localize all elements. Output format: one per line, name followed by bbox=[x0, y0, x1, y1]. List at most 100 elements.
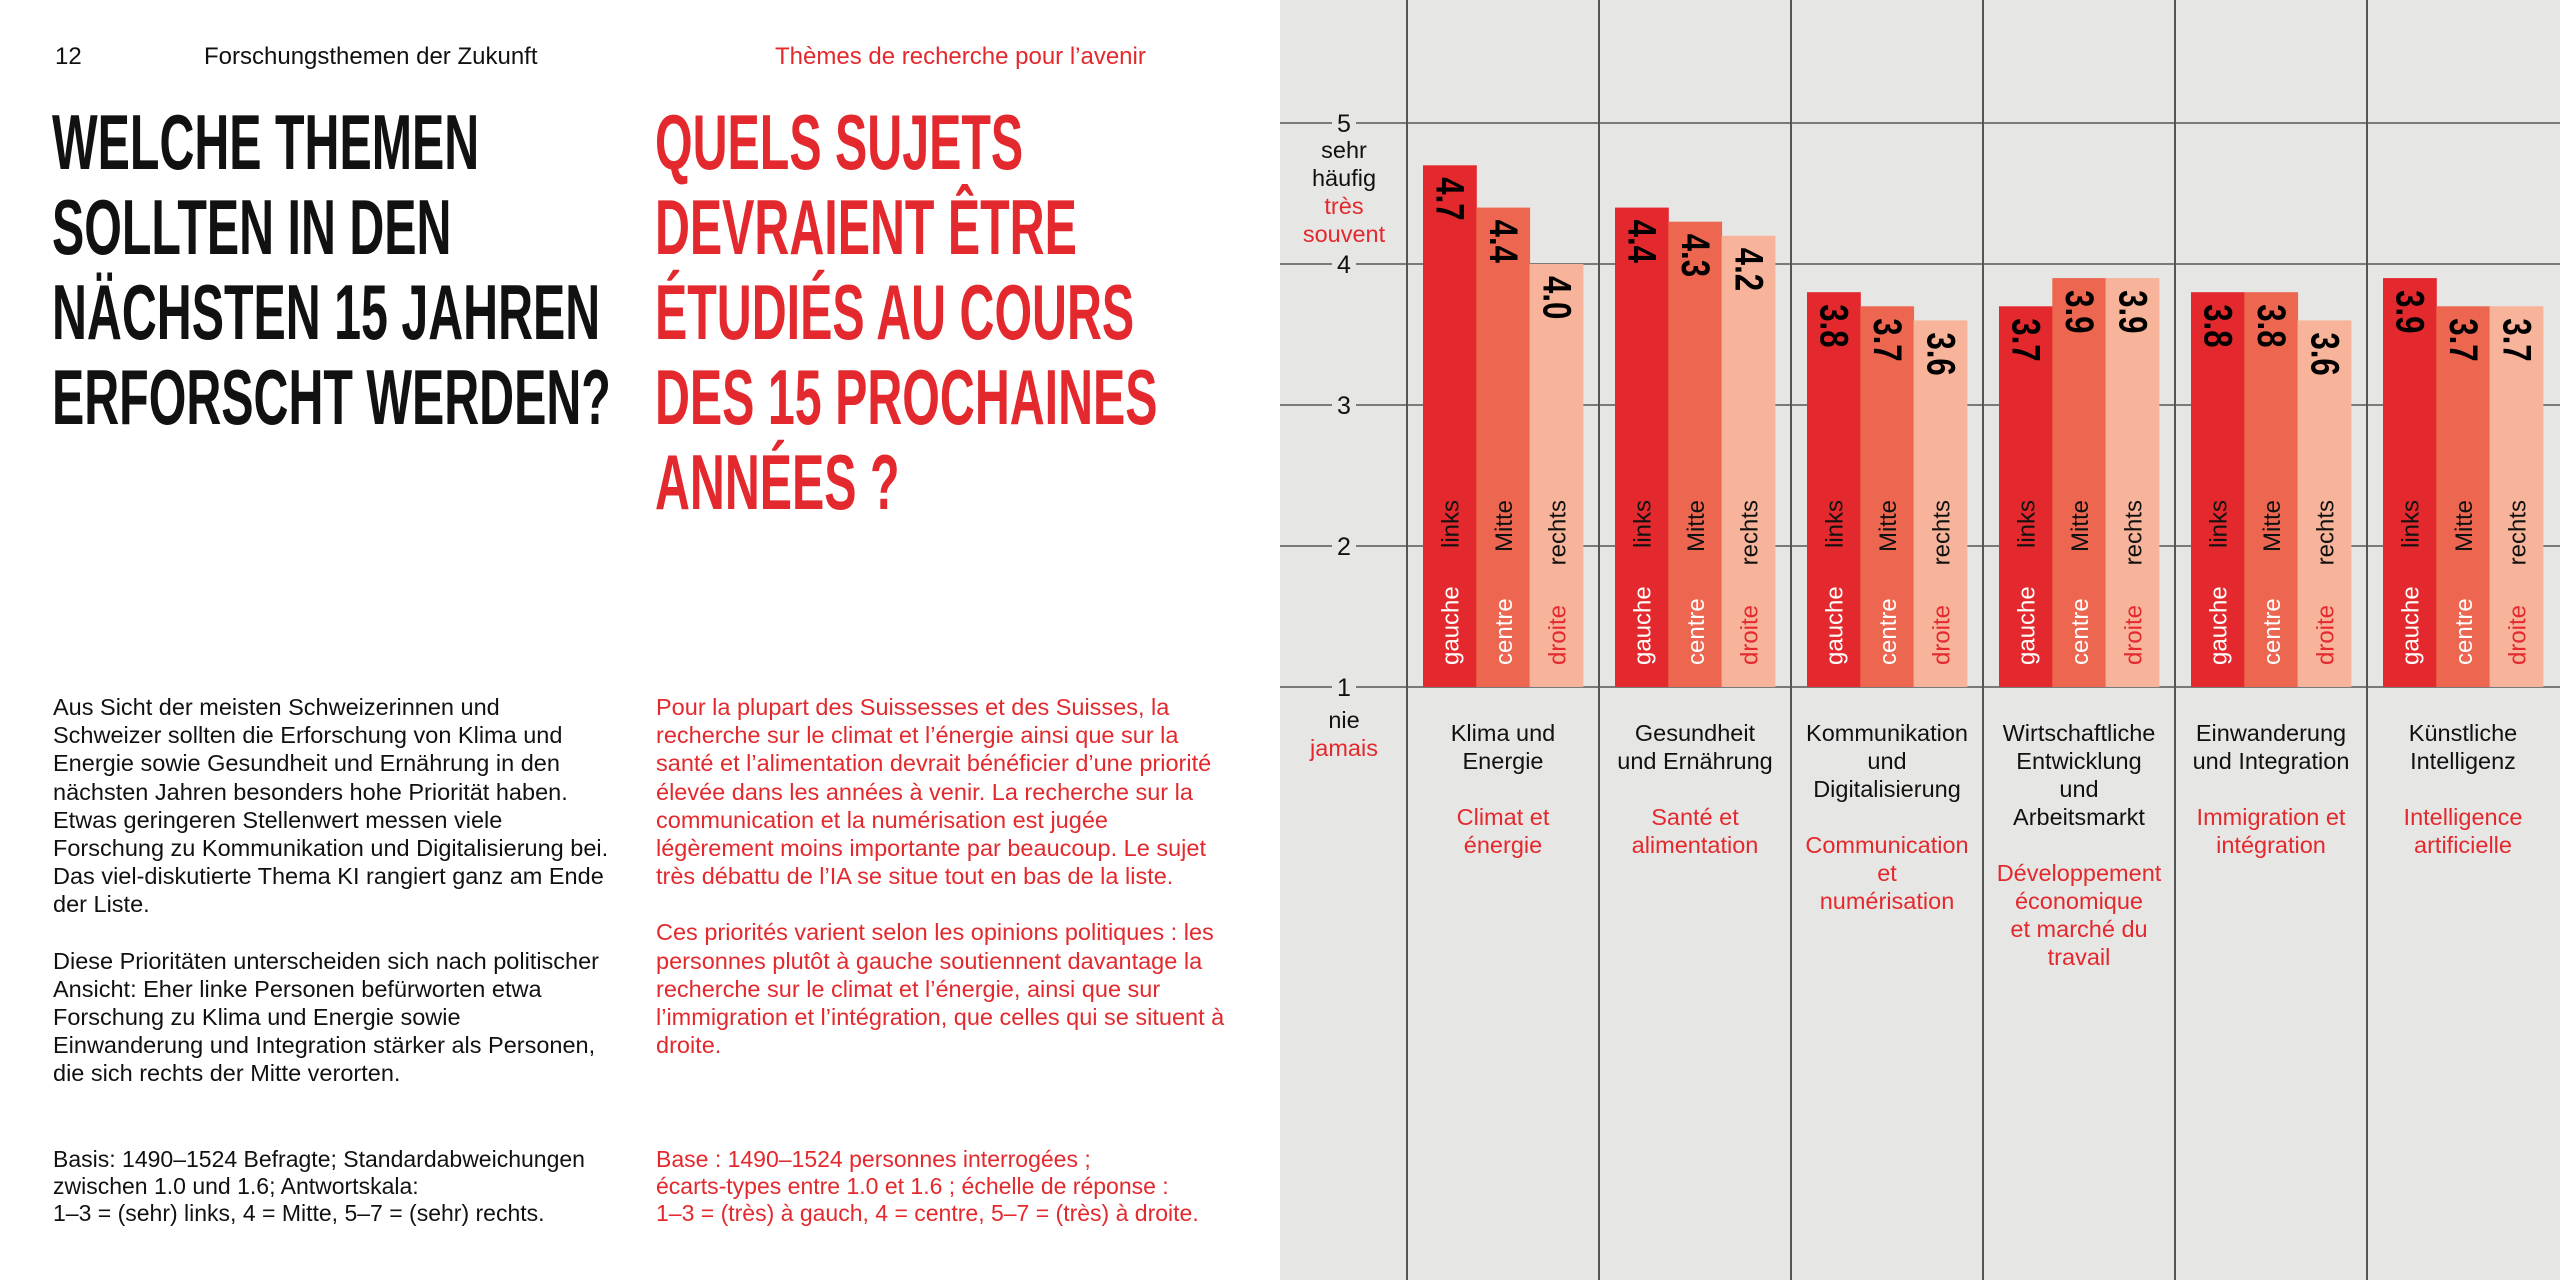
category-label-de-line: Klima und bbox=[1450, 720, 1556, 746]
bar-links bbox=[2191, 292, 2245, 687]
value-label: 4.2 bbox=[1726, 248, 1771, 291]
value-label: 3.6 bbox=[1918, 332, 1963, 375]
section-title-de: Forschungsthemen der Zukunft bbox=[204, 43, 538, 70]
value-label: 3.8 bbox=[2249, 304, 2294, 347]
category-label-fr-line: Santé et bbox=[1651, 804, 1739, 830]
y-tick-label: 1 bbox=[1337, 674, 1351, 702]
series-label-fr: droite bbox=[2312, 605, 2339, 665]
value-label: 4.4 bbox=[1620, 220, 1665, 263]
bar-rechts bbox=[1913, 320, 1968, 687]
category-label-de: Gesundheit und Ernährung bbox=[1602, 719, 1788, 775]
y-top-label-fr-2: souvent bbox=[1302, 221, 1386, 247]
headline-de-line: NÄCHSTEN 15 JAHREN bbox=[52, 268, 601, 356]
series-label-de: links bbox=[2014, 500, 2041, 548]
headline-de-line: ERFORSCHT WERDEN? bbox=[52, 353, 611, 441]
category-label-de: Wirtschaftliche Entwicklung und Arbeitsmark… bbox=[1986, 719, 2172, 831]
category-label-de-line: Kommunikation bbox=[1806, 720, 1968, 746]
headline-fr: QUELS SUJETS DEVRAIENT ÊTRE ÉTUDIÉS AU COU… bbox=[655, 100, 1158, 525]
series-label-de: rechts bbox=[2312, 500, 2339, 565]
category-label-de-line: Einwanderung bbox=[2195, 720, 2347, 746]
series-label-fr: gauche bbox=[1630, 586, 1657, 665]
category-label-fr-line: et marché du bbox=[2010, 916, 2148, 942]
category-label-de-line: und bbox=[1867, 748, 1907, 774]
category-label-de-line: Entwicklung bbox=[2016, 748, 2142, 774]
y-top-label-de-2: häufig bbox=[1311, 165, 1377, 191]
category-label-fr-line: numérisation bbox=[1819, 888, 1955, 914]
series-label-de: links bbox=[1630, 500, 1657, 548]
footnote-fr-line: 1–3 = (très) à gauch, 4 = centre, 5–7 = … bbox=[656, 1200, 1199, 1226]
series-label-fr: centre bbox=[1875, 598, 1902, 665]
series-label-fr: droite bbox=[1544, 605, 1571, 665]
series-label-fr: gauche bbox=[1438, 586, 1465, 665]
value-label: 3.8 bbox=[2196, 304, 2241, 347]
headline-de: WELCHE THEMEN SOLLTEN IN DEN NÄCHSTEN 15 J… bbox=[52, 100, 611, 440]
bar-rechts bbox=[2489, 306, 2544, 687]
series-label-de: Mitte bbox=[2451, 500, 2478, 552]
footnote-fr-line: Base : 1490–1524 personnes interrogées ; bbox=[656, 1146, 1091, 1172]
series-label-fr: droite bbox=[1736, 605, 1763, 665]
value-label: 3.8 bbox=[1812, 304, 1857, 347]
y-bottom-label: nie jamais bbox=[1280, 706, 1408, 762]
body-paragraph-de-2: Diese Prioritäten unterscheiden sich nac… bbox=[53, 947, 600, 1087]
category-label-fr-line: alimentation bbox=[1631, 832, 1759, 858]
series-label-fr: gauche bbox=[2014, 586, 2041, 665]
chart-panel: 1 2 3 4 5 4.7 links gauche 4.4 links gauche 3.8 link… bbox=[1280, 0, 2560, 1280]
footnote-fr: Base : 1490–1524 personnes interrogées ;… bbox=[656, 1146, 1256, 1227]
value-label: 3.7 bbox=[1865, 318, 1910, 361]
series-label-de: rechts bbox=[1928, 500, 1955, 565]
value-label: 3.7 bbox=[2441, 318, 2486, 361]
bar-links bbox=[1999, 306, 2053, 687]
category-label-de-line: Energie bbox=[1462, 748, 1544, 774]
series-label-fr: gauche bbox=[2398, 586, 2425, 665]
bar-mitte bbox=[1668, 221, 1723, 687]
y-tick-label: 5 bbox=[1337, 110, 1351, 138]
series-label-de: Mitte bbox=[2259, 500, 2286, 552]
y-top-label: sehr häufig très souvent bbox=[1280, 136, 1408, 248]
headline-fr-line: ANNÉES ? bbox=[655, 438, 900, 526]
value-label: 4.0 bbox=[1534, 276, 1579, 319]
category-label-fr-line: économique bbox=[2014, 888, 2144, 914]
category-label-de-line: Künstliche bbox=[2408, 720, 2518, 746]
bar-mitte bbox=[2052, 278, 2107, 687]
bar-links bbox=[2383, 278, 2437, 687]
category-label: Einwanderung und Integration Immigration e… bbox=[2178, 719, 2364, 859]
category-label-fr-line: intégration bbox=[2216, 832, 2326, 858]
y-bottom-label-de: nie bbox=[1328, 707, 1360, 733]
y-top-label-fr-1: très bbox=[1324, 193, 1364, 219]
category-label-fr-line: Communication bbox=[1805, 832, 1969, 858]
value-label: 4.7 bbox=[1428, 177, 1473, 220]
category-label-fr-line: Intelligence bbox=[2403, 804, 2523, 830]
body-paragraph-fr-2: Ces priorités varient selon les opinions… bbox=[656, 919, 1225, 1059]
body-paragraph-fr-1: Pour la plupart des Suissesses et des Su… bbox=[656, 694, 1212, 890]
category-label: Klima und Energie Climat et énergie bbox=[1410, 719, 1596, 859]
bar-mitte bbox=[2436, 306, 2491, 687]
series-label-de: links bbox=[2206, 500, 2233, 548]
footnote-de-line: 1–3 = (sehr) links, 4 = Mitte, 5–7 = (se… bbox=[53, 1200, 545, 1226]
category-label-fr: Santé et alimentation bbox=[1602, 803, 1788, 859]
bar-mitte bbox=[1476, 207, 1531, 687]
category-label-de-line: und Ernährung bbox=[1617, 748, 1773, 774]
series-label-de: Mitte bbox=[2067, 500, 2094, 552]
body-text-fr: Pour la plupart des Suissesses et des Su… bbox=[656, 693, 1231, 1087]
series-label-de: rechts bbox=[2120, 500, 2147, 565]
category-label-fr-line: Immigration et bbox=[2196, 804, 2346, 830]
category-label-de-line: und Integration bbox=[2192, 748, 2350, 774]
value-label: 3.9 bbox=[2110, 290, 2155, 333]
category-label-de-line: und bbox=[2059, 776, 2099, 802]
y-tick-label: 4 bbox=[1337, 251, 1351, 279]
headline-de-line: WELCHE THEMEN bbox=[52, 98, 480, 186]
headline-fr-line: DES 15 PROCHAINES bbox=[655, 353, 1158, 441]
bar-links bbox=[1423, 165, 1477, 688]
bar-links bbox=[1807, 292, 1861, 687]
category-label-fr: Communication et numérisation bbox=[1794, 831, 1980, 915]
category-label-fr: Climat et énergie bbox=[1410, 803, 1596, 859]
category-label-fr-line: énergie bbox=[1463, 832, 1543, 858]
value-label: 3.9 bbox=[2388, 290, 2433, 333]
category-label: Gesundheit und Ernährung Santé et alimentat… bbox=[1602, 719, 1788, 859]
series-label-de: rechts bbox=[1544, 500, 1571, 565]
category-label-de-line: Wirtschaftliche bbox=[2002, 720, 2156, 746]
value-label: 4.4 bbox=[1481, 220, 1526, 263]
series-label-fr: gauche bbox=[2206, 586, 2233, 665]
bar-rechts bbox=[2297, 320, 2352, 687]
footnote-de-line: Basis: 1490–1524 Befragte; Standardabwei… bbox=[53, 1146, 585, 1172]
